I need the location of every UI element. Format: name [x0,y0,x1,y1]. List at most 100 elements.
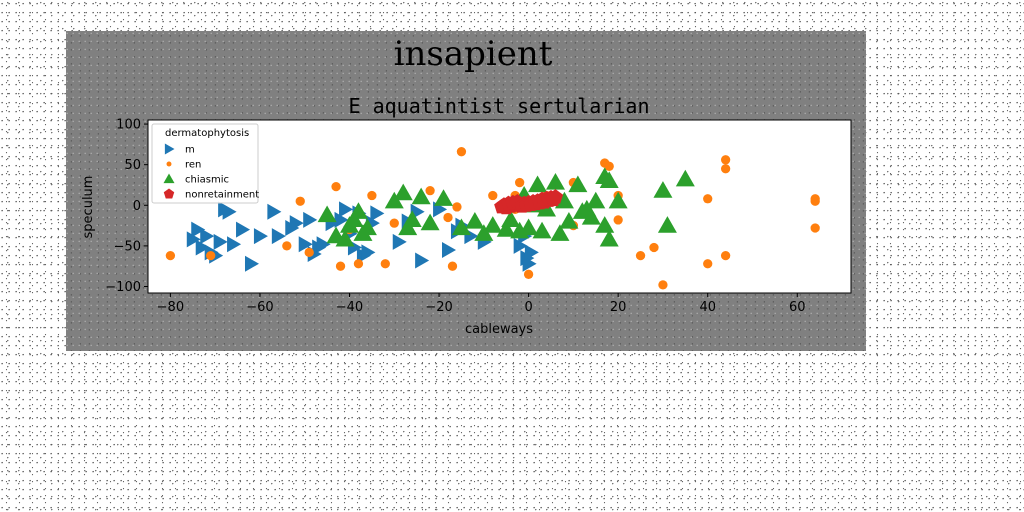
legend-marker-m [164,143,175,155]
y-tick-label: 100 [116,118,141,133]
point-ren [456,147,467,157]
point-chiasmic [554,191,574,209]
point-ren [810,223,820,233]
series-m [186,201,539,272]
point-ren [443,212,453,223]
legend-marker-chiasmic [163,173,175,184]
x-tick-label: 40 [699,300,716,315]
point-m [524,244,539,261]
point-chiasmic [599,171,619,189]
point-ren [304,247,314,258]
point-m [339,201,354,218]
x-tick-label: −20 [425,300,452,315]
point-chiasmic [608,191,628,209]
point-chiasmic [559,212,579,229]
point-ren [703,259,713,269]
point-m [213,233,228,250]
point-ren [452,202,462,212]
point-chiasmic [519,218,539,236]
point-chiasmic [317,205,337,223]
point-chiasmic [451,218,471,236]
point-chiasmic [550,224,570,241]
point-chiasmic [653,181,673,198]
point-ren [703,194,713,204]
chart-title: E aquatintist sertularian [348,94,649,118]
point-m [200,228,215,245]
y-tick-label: −50 [114,239,141,254]
point-chiasmic [402,210,422,228]
point-ren [389,218,399,228]
y-tick-label: 0 [133,199,141,214]
point-ren [720,250,731,261]
point-m [334,211,349,228]
point-m [244,255,259,272]
point-m [522,255,537,272]
point-ren [335,261,346,271]
legend-box [151,123,259,204]
point-ren [165,250,176,261]
point-chiasmic [483,216,503,233]
x-tick-label: 20 [610,300,627,315]
series-nonretainment [494,189,564,215]
point-m [271,228,286,245]
point-m [361,244,376,261]
data-marks [165,147,820,290]
point-ren [613,215,623,225]
point-m [370,205,385,222]
point-chiasmic [586,191,606,209]
legend-marker-nonretainment [163,188,175,199]
legend-label-chiasmic: chiasmic [185,175,229,186]
point-chiasmic [348,202,368,219]
point-ren [447,261,458,271]
point-m [195,239,210,256]
point-m [227,236,242,253]
point-ren [425,186,435,196]
point-chiasmic [545,173,565,190]
point-m [392,233,407,250]
x-tick-label: −40 [336,300,363,315]
point-m [513,237,528,254]
point-chiasmic [411,187,431,205]
point-ren [206,250,216,261]
point-chiasmic [393,183,413,201]
y-axis-label: speculum [81,176,96,239]
x-tick-label: −80 [157,300,184,315]
legend-label-m: m [185,145,195,156]
legend: dermatophytosis m ren chiasmic nonretainmen… [151,123,259,204]
point-ren [810,194,820,204]
point-m [303,211,318,228]
point-m [415,252,430,269]
point-ren [720,155,731,165]
point-m [186,231,201,248]
chart-svg: insapient E aquatintist sertularian −80−… [81,34,852,337]
point-ren [604,161,614,171]
point-ren [514,177,525,188]
point-m [253,228,268,245]
x-tick-label: 0 [524,300,532,315]
point-chiasmic [335,229,355,247]
point-ren [380,259,390,269]
point-m [222,203,237,220]
point-ren [295,196,305,206]
point-m [298,236,313,253]
series-ren [165,147,820,290]
point-ren [353,259,364,269]
point-ren [488,190,498,201]
point-chiasmic [581,207,601,225]
point-chiasmic [528,175,548,193]
point-ren [720,164,731,174]
point-m [236,221,251,238]
point-ren [635,250,646,261]
x-tick-label: 60 [789,300,806,315]
point-nonretainment [545,191,561,207]
legend-title: dermatophytosis [165,128,249,139]
point-ren [523,269,534,279]
legend-entries: m ren chiasmic nonretainment [163,143,259,201]
point-chiasmic [434,189,454,206]
point-chiasmic [496,220,516,237]
legend-marker-ren [166,161,172,167]
point-m [442,241,457,258]
x-axis-ticks: −80 −60 −40 −20 0 20 40 60 [157,293,806,315]
point-ren [649,242,659,253]
point-ren [367,190,377,201]
